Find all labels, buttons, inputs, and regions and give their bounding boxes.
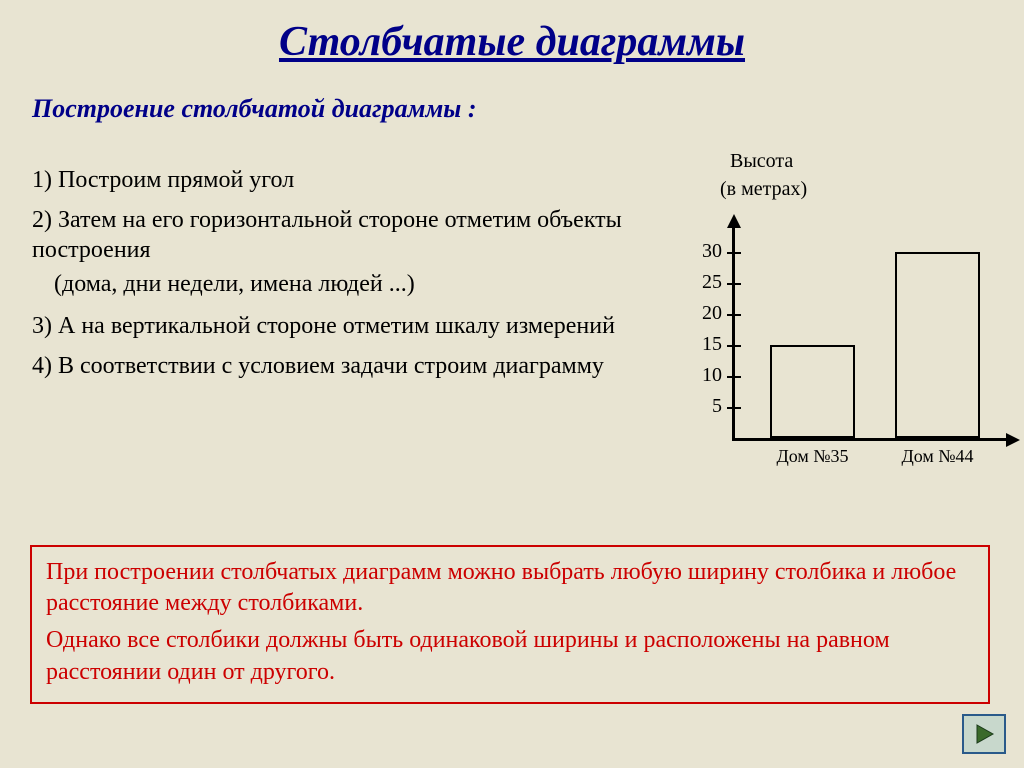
bar — [770, 345, 855, 438]
step-4: 4) В соответствии с условием задачи стро… — [32, 351, 622, 381]
step-2-sub: (дома, дни недели, имена людей ...) — [54, 269, 622, 299]
x-category-label: Дом №35 — [765, 446, 860, 467]
subtitle: Построение столбчатой диаграммы : — [32, 94, 1024, 124]
x-axis-arrow-icon — [1006, 433, 1020, 447]
bar-chart: Высота (в метрах) 5 10 15 20 25 30 Дом №35 Дом… — [640, 150, 1000, 500]
bar — [895, 252, 980, 438]
triangle-right-icon — [973, 723, 995, 745]
y-tick-label: 20 — [680, 302, 722, 325]
chart-area: 51015202530 Дом №35Дом №44 — [680, 220, 990, 455]
y-tick-label: 5 — [680, 395, 722, 418]
note-paragraph-2: Однако все столбики должны быть одинаков… — [46, 625, 974, 687]
y-tick-label: 10 — [680, 364, 722, 387]
step-1: 1) Построим прямой угол — [32, 165, 622, 195]
note-box: При построении столбчатых диаграмм можно… — [30, 545, 990, 704]
note-paragraph-1: При построении столбчатых диаграмм можно… — [46, 557, 974, 619]
page-title: Столбчатые диаграммы — [0, 0, 1024, 66]
next-slide-button[interactable] — [962, 714, 1006, 754]
step-3: 3) А на вертикальной стороне отметим шка… — [32, 311, 622, 341]
y-tick — [727, 252, 741, 254]
y-axis-title-units: (в метрах) — [720, 178, 807, 201]
x-category-label: Дом №44 — [890, 446, 985, 467]
y-tick-label: 30 — [680, 240, 722, 263]
y-tick — [727, 407, 741, 409]
steps-list: 1) Построим прямой угол 2) Затем на его … — [32, 165, 622, 391]
y-tick-label: 25 — [680, 271, 722, 294]
y-tick — [727, 345, 741, 347]
step-2: 2) Затем на его горизонтальной стороне о… — [32, 205, 622, 265]
y-tick — [727, 314, 741, 316]
y-axis-title: Высота — [730, 150, 793, 173]
y-tick-label: 15 — [680, 333, 722, 356]
x-axis — [732, 438, 1010, 441]
y-tick — [727, 283, 741, 285]
y-tick — [727, 376, 741, 378]
